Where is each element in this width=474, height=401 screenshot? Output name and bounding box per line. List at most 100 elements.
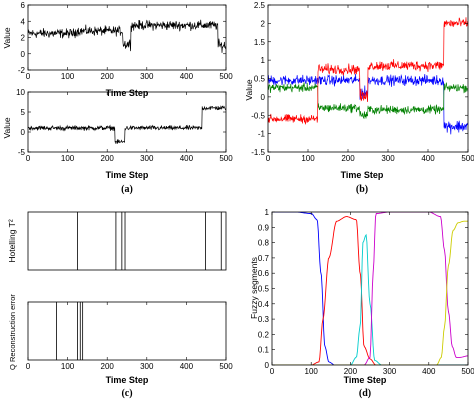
x-tick-label: 400	[422, 367, 436, 376]
panel-a-top-xlabel: Time Step	[106, 88, 149, 98]
series-line-0	[28, 105, 226, 144]
y-tick-label: 2.5	[254, 1, 266, 10]
series-line-1	[268, 82, 468, 120]
plot-area	[272, 212, 468, 365]
y-tick-label: 0	[21, 128, 26, 137]
y-tick-label: 2	[261, 19, 266, 28]
y-tick-label: 1	[265, 208, 270, 217]
panel-d-chart: 0 100 200 300 400 500 0 0.1 0.2 0.3 0.4 0.5 0.6 0.7 0.…	[258, 208, 474, 376]
panel-c-bottom-ylabel: Q Reconstruction error	[8, 294, 17, 370]
y-tick-label: 0	[265, 361, 270, 370]
x-tick-label: 400	[180, 72, 194, 81]
plot-area	[28, 105, 226, 144]
y-tick-label: 0	[261, 93, 266, 102]
axes-frame	[271, 211, 469, 366]
x-tick-label: 200	[344, 367, 358, 376]
x-tick-label: 500	[219, 72, 233, 81]
x-tick-label: 500	[219, 362, 233, 371]
panel-a-label: (a)	[121, 184, 133, 195]
y-tick-label: -0.5	[251, 111, 265, 120]
panel-b-label: (b)	[356, 184, 368, 195]
y-tick-label: 0.4	[258, 300, 270, 309]
x-tick-label: 400	[180, 362, 194, 371]
y-tick-label: 0.5	[258, 285, 270, 294]
axes-frame	[27, 91, 227, 153]
x-tick-label: 300	[140, 72, 154, 81]
y-tick-label: 1	[261, 56, 266, 65]
plot-area	[56, 302, 84, 360]
series-line-0	[28, 19, 226, 53]
x-tick-label: 500	[461, 154, 474, 163]
x-tick-label: 300	[140, 362, 154, 371]
y-tick-label: 0.6	[258, 269, 270, 278]
y-tick-label: 0.1	[258, 346, 270, 355]
x-tick-label: 500	[461, 367, 474, 376]
x-tick-label: 100	[301, 154, 315, 163]
panel-b-xlabel: Time Step	[341, 170, 384, 180]
axes-frame	[27, 4, 227, 71]
panel-d-ylabel: Fuzzy segments	[249, 257, 259, 319]
panel-a-top-ylabel: Value	[2, 27, 12, 48]
x-tick-label: 400	[180, 154, 194, 163]
y-tick-label: -1.5	[251, 148, 265, 157]
panel-a-bottom-ylabel: Value	[2, 117, 12, 138]
series-line-2	[272, 233, 468, 365]
x-tick-label: 300	[140, 154, 154, 163]
x-tick-label: 100	[61, 362, 75, 371]
y-tick-label: 10	[16, 88, 25, 97]
y-tick-label: 0.9	[258, 223, 270, 232]
x-tick-label: 200	[101, 72, 115, 81]
x-tick-label: 0	[26, 72, 31, 81]
x-tick-label: 400	[421, 154, 435, 163]
y-tick-label: 2	[21, 34, 26, 43]
x-tick-label: 0	[26, 362, 31, 371]
x-tick-label: 100	[61, 154, 75, 163]
panel-a-bottom-xlabel: Time Step	[106, 170, 149, 180]
x-tick-label: 0	[270, 367, 275, 376]
y-tick-label: -5	[18, 148, 26, 157]
x-tick-label: 200	[101, 154, 115, 163]
x-tick-label: 0	[266, 154, 271, 163]
x-tick-label: 500	[219, 154, 233, 163]
y-tick-label: 0.7	[258, 254, 270, 263]
x-tick-label: 200	[341, 154, 355, 163]
y-tick-label: 0.5	[254, 75, 266, 84]
plot-area	[268, 17, 468, 135]
panel-c-label: (c)	[121, 388, 132, 399]
x-tick-label: 100	[61, 72, 75, 81]
y-tick-label: 1.5	[254, 38, 266, 47]
panel-d-xlabel: Time Step	[344, 375, 387, 385]
y-tick-label: 0.8	[258, 239, 270, 248]
panel-c-top-ylabel: Hotelling T²	[7, 219, 17, 262]
y-tick-label: -2	[18, 66, 26, 75]
panel-b-ylabel: Value	[244, 79, 254, 100]
plot-area	[77, 212, 222, 270]
y-tick-label: 0.2	[258, 330, 270, 339]
series-line-1	[272, 216, 468, 365]
x-tick-label: 100	[305, 367, 319, 376]
y-tick-label: 5	[21, 108, 26, 117]
x-tick-label: 0	[26, 154, 31, 163]
y-tick-label: 0	[21, 50, 26, 59]
series-line-4	[272, 220, 468, 365]
panel-c-bottom-chart: 0 100 200 300 400 500	[26, 301, 233, 371]
x-tick-label: 300	[381, 154, 395, 163]
y-tick-label: 0.3	[258, 315, 270, 324]
plot-area	[28, 19, 226, 53]
series-line-2	[268, 17, 468, 126]
y-tick-label: -1	[258, 130, 266, 139]
x-tick-label: 200	[101, 362, 115, 371]
series-line-3	[272, 212, 468, 365]
series-line-0	[272, 212, 468, 365]
x-tick-label: 300	[383, 367, 397, 376]
y-tick-label: 6	[21, 1, 26, 10]
panel-c-top-chart	[27, 211, 227, 271]
axes-frame	[27, 211, 227, 271]
y-tick-label: 4	[21, 17, 26, 26]
axes-frame	[27, 301, 227, 361]
panel-d-label: (d)	[359, 388, 371, 399]
panel-b-chart: 0 100 200 300 400 500 -1.5 -1 -0.5 0 0.5 1 1.5 2 2.5	[251, 1, 474, 163]
